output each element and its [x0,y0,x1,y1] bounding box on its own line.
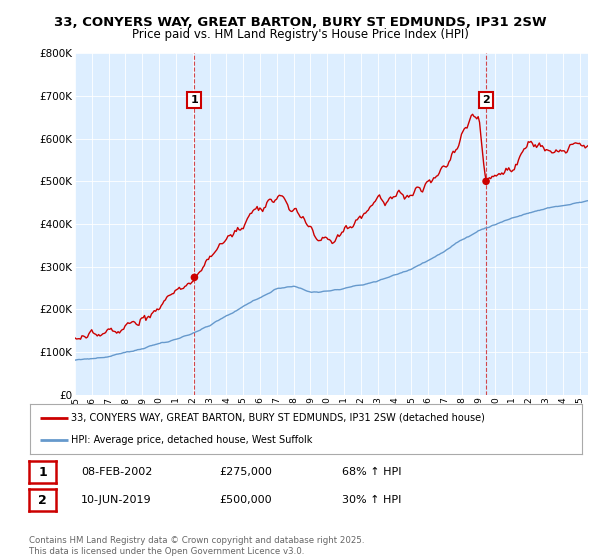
Text: Contains HM Land Registry data © Crown copyright and database right 2025.
This d: Contains HM Land Registry data © Crown c… [29,536,364,556]
Text: Price paid vs. HM Land Registry's House Price Index (HPI): Price paid vs. HM Land Registry's House … [131,28,469,41]
Text: £500,000: £500,000 [219,494,272,505]
Point [190,273,199,282]
Text: HPI: Average price, detached house, West Suffolk: HPI: Average price, detached house, West… [71,435,313,445]
Text: 2: 2 [482,95,490,105]
Text: 33, CONYERS WAY, GREAT BARTON, BURY ST EDMUNDS, IP31 2SW (detached house): 33, CONYERS WAY, GREAT BARTON, BURY ST E… [71,413,485,423]
Text: 33, CONYERS WAY, GREAT BARTON, BURY ST EDMUNDS, IP31 2SW: 33, CONYERS WAY, GREAT BARTON, BURY ST E… [53,16,547,29]
Text: 1: 1 [191,95,198,105]
Point [481,177,491,186]
Text: £275,000: £275,000 [219,466,272,477]
Text: 68% ↑ HPI: 68% ↑ HPI [342,466,401,477]
Text: 1: 1 [38,465,47,479]
Text: 2: 2 [38,493,47,507]
Text: 08-FEB-2002: 08-FEB-2002 [81,466,152,477]
Text: 30% ↑ HPI: 30% ↑ HPI [342,494,401,505]
Text: 10-JUN-2019: 10-JUN-2019 [81,494,152,505]
